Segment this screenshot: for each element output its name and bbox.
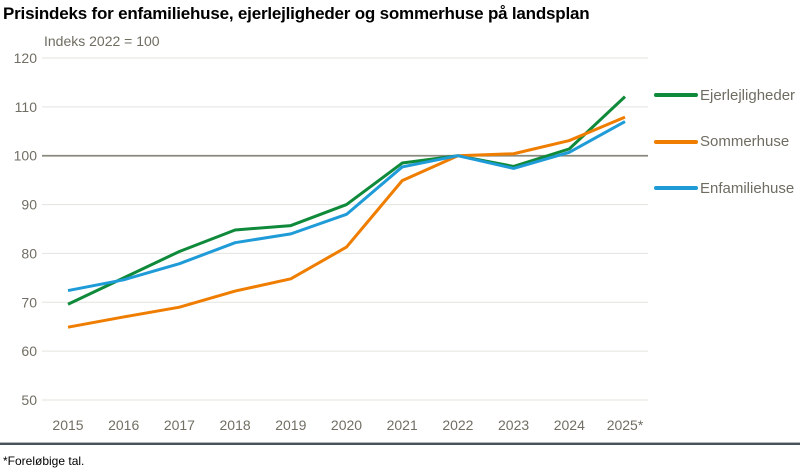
y-axis-tick-label: 50 <box>21 392 37 408</box>
x-axis-tick-label: 2022 <box>442 417 473 433</box>
series-line-ejerlejligheder <box>67 95 627 306</box>
x-axis-tick-label: 2020 <box>331 417 362 433</box>
y-axis-tick-label: 120 <box>14 50 38 66</box>
x-axis-tick-label: 2018 <box>220 417 251 433</box>
y-axis-tick-label: 80 <box>21 245 37 261</box>
chart-title: Prisindeks for enfamiliehuse, ejerlejlig… <box>3 4 590 23</box>
footer-divider-light <box>0 442 800 443</box>
chart-footnote: *Foreløbige tal. <box>3 454 85 468</box>
footer-divider <box>0 443 800 445</box>
x-axis-tick-label: 2016 <box>108 417 139 433</box>
y-axis-tick-label: 60 <box>21 343 37 359</box>
x-axis-tick-label: 2023 <box>498 417 529 433</box>
legend-label: Ejerlejligheder <box>700 86 796 104</box>
x-axis-tick-label: 2019 <box>275 417 306 433</box>
x-axis-tick-label: 2017 <box>164 417 195 433</box>
y-axis-tick-label: 100 <box>14 148 38 164</box>
chart-subtitle: Indeks 2022 = 100 <box>44 33 160 49</box>
y-axis-tick-label: 110 <box>15 99 38 115</box>
legend-label: Enfamiliehuse <box>700 179 795 197</box>
legend-swatch-enfamiliehuse <box>654 186 698 190</box>
y-axis-tick-label: 90 <box>21 197 37 213</box>
y-axis-tick-label: 70 <box>21 294 37 310</box>
series-line-enfamiliehuse <box>67 120 626 293</box>
legend-label: Sommerhuse <box>700 133 790 150</box>
series-line-sommerhuse <box>67 115 626 329</box>
legend-item-sommerhuse[interactable]: Sommerhuse <box>654 132 789 152</box>
legend-swatch-sommerhuse <box>654 139 698 144</box>
x-axis-tick-label: 2025* <box>607 417 644 433</box>
x-axis-tick-label: 2024 <box>554 417 585 433</box>
x-axis-tick-label: 2021 <box>387 417 418 433</box>
legend-swatch-ejerlejligheder <box>654 93 698 97</box>
x-axis-tick-label: 2015 <box>52 417 83 433</box>
legend-item-ejerlejligheder[interactable]: Ejerlejligheder <box>654 85 795 105</box>
legend-item-enfamiliehuse[interactable]: Enfamiliehuse <box>654 178 794 198</box>
